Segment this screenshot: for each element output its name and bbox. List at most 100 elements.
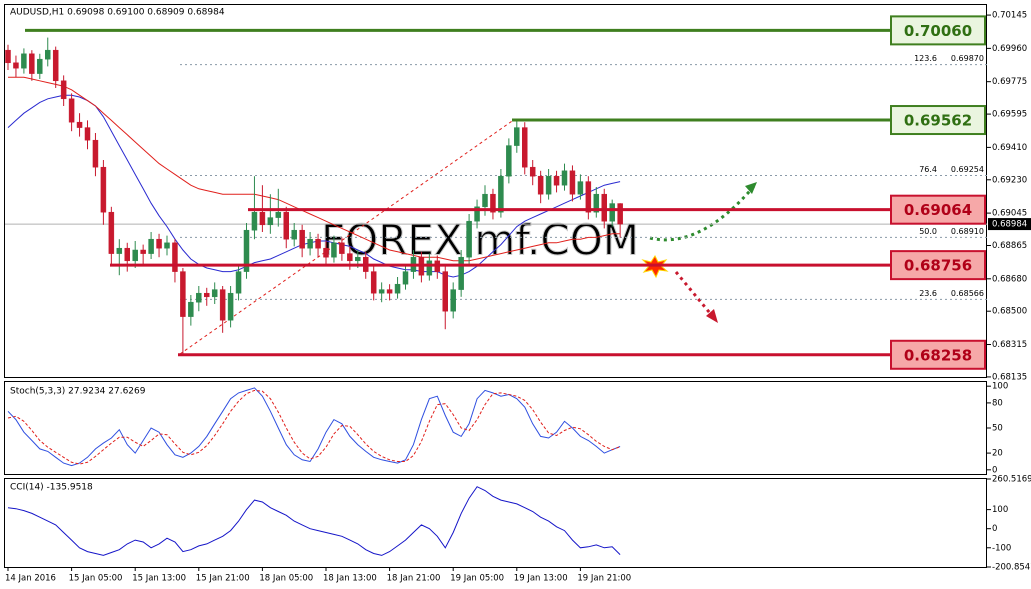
candle-body [92, 139, 99, 168]
y-tick-label: 0.68315 [992, 340, 1027, 350]
bear-arrow-head [706, 309, 718, 323]
candle-body [235, 271, 242, 294]
y-tick-label: 20 [992, 449, 1003, 459]
candle-body [251, 211, 258, 231]
candle-body [370, 271, 377, 294]
candle-body [442, 271, 448, 312]
fib-price: 0.68910 [951, 227, 984, 236]
fib-level: 50.0 [919, 227, 937, 236]
candle-body [267, 217, 274, 226]
fib-price: 0.69870 [951, 54, 984, 63]
candle-body [569, 170, 576, 195]
candle-body [514, 127, 520, 146]
level-label: 0.70060 [904, 22, 972, 40]
candle-body [156, 238, 162, 249]
candle-body [76, 121, 83, 128]
current-price-box [988, 218, 1031, 231]
candle-body [522, 127, 528, 168]
x-tick-label: 15 Jan 21:00 [196, 574, 250, 584]
y-tick-label: 0.69960 [992, 44, 1027, 54]
level-box [890, 339, 986, 370]
y-tick-label: 0.68500 [992, 307, 1027, 317]
x-tick-label: 18 Jan 05:00 [259, 574, 313, 584]
moving-average [8, 76, 621, 262]
y-tick-label: 100 [992, 382, 1008, 392]
y-tick-label: 0.69045 [992, 209, 1027, 219]
candle-body [291, 229, 297, 240]
candle-body [426, 260, 433, 276]
x-tick-label: 19 Jan 21:00 [577, 574, 631, 584]
fib-level: 23.6 [919, 289, 937, 298]
y-tick-label: -100 [992, 543, 1011, 553]
indicator-line [7, 486, 621, 556]
candle-body [617, 203, 623, 225]
candle-body [545, 175, 552, 195]
candle-body [458, 256, 464, 290]
candle-body [124, 247, 130, 262]
candle-body [188, 301, 194, 317]
candle-body [315, 238, 321, 249]
y-tick-label: 0.69410 [992, 143, 1027, 153]
x-tick-label: 15 Jan 13:00 [132, 574, 186, 584]
x-tick-label: 15 Jan 05:00 [69, 574, 123, 584]
candle-body [180, 271, 186, 317]
bear-arrow [674, 271, 716, 319]
y-tick-label: 80 [992, 398, 1003, 408]
candle-body [21, 53, 27, 69]
level-label: 0.69064 [904, 201, 972, 219]
y-tick-label: 0.68865 [992, 241, 1027, 251]
level-box [890, 15, 986, 46]
x-tick-label: 19 Jan 13:00 [514, 574, 568, 584]
x-tick-label: 14 Jan 2016 [5, 574, 56, 584]
candle-body [506, 145, 512, 177]
y-tick-label: 0.68135 [992, 372, 1027, 382]
x-tick-label: 18 Jan 21:00 [387, 574, 441, 584]
candle-body [553, 175, 560, 186]
y-tick-label: 0.68680 [992, 274, 1027, 284]
candle-body [275, 211, 282, 218]
candle-body [378, 289, 385, 294]
candle-body [585, 181, 592, 213]
cci-panel [4, 478, 987, 568]
candle-body [450, 289, 456, 312]
candle-body [219, 289, 226, 321]
y-tick-label: 100 [992, 505, 1008, 515]
candle-body [116, 247, 123, 254]
candle-body [474, 206, 480, 222]
y-tick-label: 0.69595 [992, 110, 1027, 120]
candle-body [211, 289, 218, 298]
candle-body [498, 175, 504, 213]
candle-body [13, 62, 19, 69]
candle-body [5, 49, 11, 64]
y-tick-label: 0.69230 [992, 175, 1027, 185]
indicator-line [7, 389, 621, 465]
candle-body [299, 229, 305, 249]
candle-body [29, 53, 35, 74]
chart-title: AUDUSD,H1 0.69098 0.69100 0.68909 0.6898… [10, 8, 225, 18]
candle-body [37, 58, 43, 74]
main-panel [4, 4, 987, 378]
candle-body [243, 229, 250, 272]
level-label: 0.68258 [904, 346, 972, 364]
candle-body [172, 242, 178, 272]
level-box [890, 250, 986, 281]
level-box [890, 105, 986, 136]
y-tick-label: 0.70145 [992, 11, 1027, 21]
fib-price: 0.68566 [951, 289, 984, 298]
candle-body [355, 256, 361, 262]
x-tick-label: 19 Jan 05:00 [450, 574, 504, 584]
candle-body [537, 175, 544, 195]
candle-body [45, 49, 51, 60]
candle-body [561, 170, 568, 186]
candle-body [259, 211, 266, 226]
candle-body [140, 249, 146, 254]
candle-body [466, 220, 472, 258]
y-tick-label: 260.5169 [992, 475, 1031, 485]
fib-price: 0.69254 [951, 165, 984, 174]
candle-body [577, 181, 584, 195]
candle-body [386, 289, 393, 294]
candle-body [164, 242, 170, 249]
fib-trend-line [179, 118, 516, 355]
